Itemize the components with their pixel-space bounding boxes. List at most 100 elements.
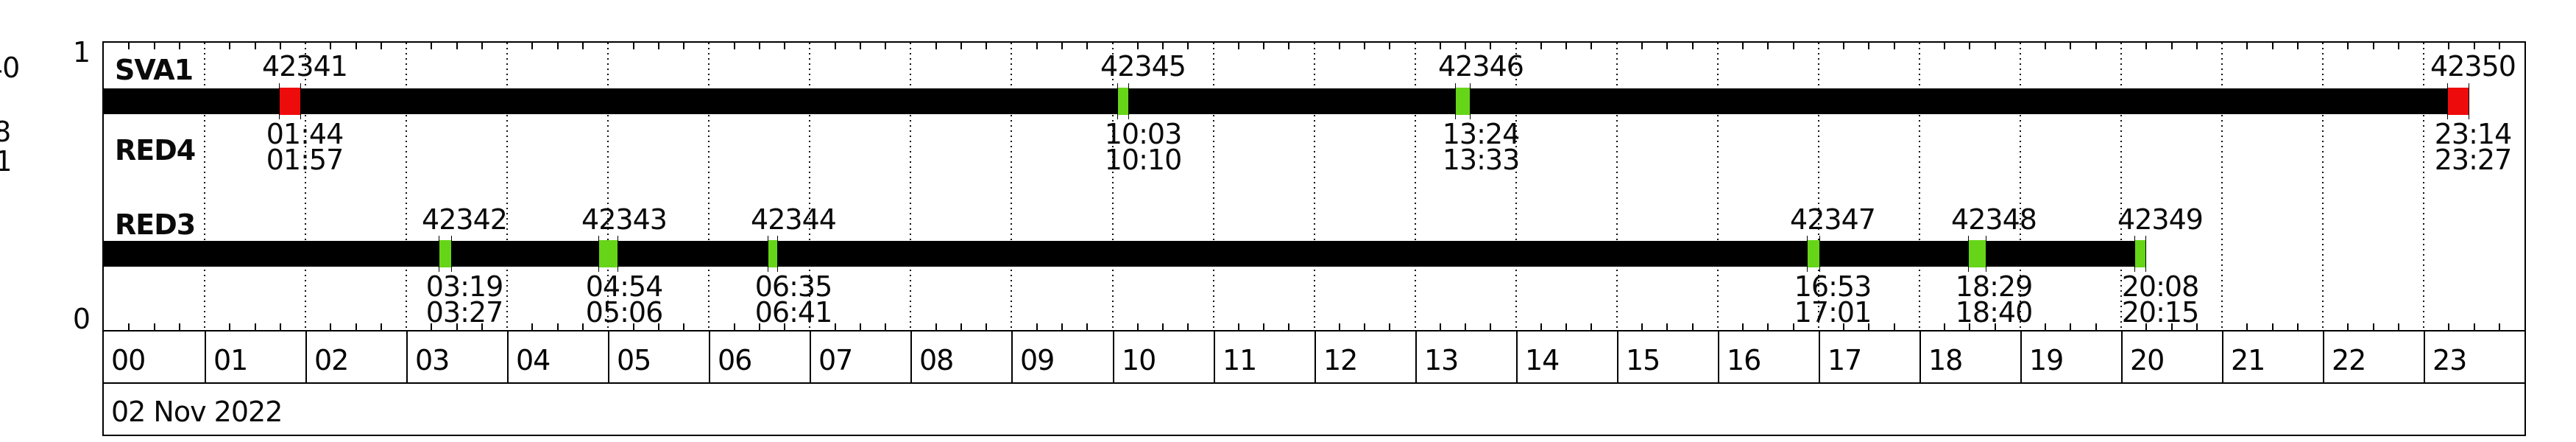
quarter-tick-top <box>531 43 534 49</box>
quarter-tick-bottom <box>2347 323 2349 330</box>
hour-label: 14 <box>1525 344 1560 376</box>
quarter-tick-top <box>431 43 433 49</box>
date-row: 02 Nov 2022 <box>102 384 2526 436</box>
quarter-tick-bottom <box>2498 323 2500 330</box>
pass-marker <box>1807 236 1820 272</box>
hour-cell: 17 <box>1819 332 1919 382</box>
quarter-tick-bottom <box>178 323 180 330</box>
pass-marker-fill <box>768 240 777 267</box>
quarter-tick-top <box>1288 43 1290 49</box>
quarter-tick-top <box>1439 43 1441 49</box>
pass-marker <box>598 236 618 272</box>
quarter-tick-top <box>1237 43 1239 49</box>
pass-start-time: 10:03 <box>1104 118 1183 150</box>
quarter-tick-top <box>1490 43 1492 49</box>
timeline-bar <box>104 241 2134 267</box>
quarter-tick-top <box>885 43 887 49</box>
hour-label: 03 <box>415 344 450 376</box>
quarter-tick-bottom <box>1263 323 1265 330</box>
quarter-tick-bottom <box>1691 323 1694 330</box>
pass-start-time: 16:53 <box>1794 270 1872 303</box>
quarter-tick-bottom <box>2195 323 2198 330</box>
hour-label: 10 <box>1122 344 1156 376</box>
quarter-tick-bottom <box>1237 323 1239 330</box>
hour-gridline <box>1011 43 1013 330</box>
station-label: RED3 <box>115 208 196 241</box>
quarter-tick-top <box>2195 43 2198 49</box>
quarter-tick-top <box>1742 43 1744 49</box>
quarter-tick-top <box>1868 43 1870 49</box>
hour-cell: 09 <box>1011 332 1112 382</box>
quarter-tick-bottom <box>556 323 559 330</box>
pass-end-time: 13:33 <box>1442 144 1521 176</box>
hour-label: 18 <box>1928 344 1963 376</box>
quarter-tick-bottom <box>1439 323 1441 330</box>
quarter-tick-top <box>733 43 735 49</box>
quarter-tick-top <box>2170 43 2173 49</box>
pass-end-time: 10:10 <box>1104 144 1183 176</box>
hour-cell: 06 <box>709 332 810 382</box>
hour-label: 20 <box>2130 344 2165 376</box>
hour-gridline <box>506 43 509 330</box>
quarter-tick-top <box>279 43 281 49</box>
quarter-tick-bottom <box>834 323 836 330</box>
quarter-tick-top <box>2095 43 2097 49</box>
quarter-tick-top <box>2448 43 2450 49</box>
pass-marker-fill <box>1456 88 1470 115</box>
pass-end-time: 01:57 <box>266 144 344 176</box>
orbit-label: 42347 <box>1790 203 1876 236</box>
quarter-tick-top <box>556 43 559 49</box>
quarter-tick-bottom <box>531 323 534 330</box>
quarter-tick-top <box>178 43 180 49</box>
hour-gridline <box>305 43 307 330</box>
hour-cell: 23 <box>2424 332 2524 382</box>
quarter-tick-bottom <box>2070 323 2072 330</box>
orbit-label: 42348 <box>1951 203 2037 236</box>
pass-end-time: 06:41 <box>754 296 833 329</box>
quarter-tick-bottom <box>1767 323 1769 330</box>
pass-marker <box>2134 236 2146 272</box>
hour-gridline <box>2221 43 2223 330</box>
quarter-tick-top <box>1893 43 1895 49</box>
pass-end-time: 23:27 <box>2434 144 2513 176</box>
quarter-tick-top <box>657 43 659 49</box>
quarter-tick-top <box>229 43 231 49</box>
quarter-tick-top <box>986 43 988 49</box>
quarter-tick-top <box>834 43 836 49</box>
hour-label: 23 <box>2432 344 2467 376</box>
pass-marker-fill <box>599 240 618 267</box>
fragment-text: 8 <box>0 118 11 148</box>
hour-cell: 21 <box>2222 332 2323 382</box>
hour-cell: 01 <box>205 332 305 382</box>
hour-gridline <box>1716 43 1719 330</box>
hour-gridline <box>1918 43 1920 330</box>
pass-end-time: 20:15 <box>2121 296 2200 329</box>
orbit-label: 42346 <box>1438 50 1524 83</box>
quarter-tick-bottom <box>229 323 231 330</box>
quarter-tick-top <box>2347 43 2349 49</box>
pass-start-time: 18:29 <box>1955 270 2034 303</box>
pass-marker-fill <box>439 240 451 267</box>
quarter-tick-bottom <box>1868 323 1870 330</box>
quarter-tick-top <box>1036 43 1038 49</box>
hour-label: 02 <box>314 344 349 376</box>
hour-label: 08 <box>919 344 954 376</box>
quarter-tick-bottom <box>254 323 256 330</box>
hour-gridline <box>809 43 811 330</box>
quarter-tick-bottom <box>355 323 357 330</box>
pass-start-time: 13:24 <box>1442 118 1521 150</box>
quarter-tick-bottom <box>380 323 382 330</box>
pass-start-time: 20:08 <box>2121 270 2200 303</box>
quarter-tick-top <box>2145 43 2148 49</box>
quarter-tick-bottom <box>2473 323 2475 330</box>
quarter-tick-bottom <box>1843 323 1845 330</box>
quarter-tick-top <box>380 43 382 49</box>
hour-cell: 03 <box>406 332 507 382</box>
quarter-tick-bottom <box>1994 323 1996 330</box>
quarter-tick-top <box>330 43 332 49</box>
hour-gridline <box>406 43 408 330</box>
quarter-tick-bottom <box>935 323 937 330</box>
hour-gridline <box>910 43 912 330</box>
quarter-tick-bottom <box>2045 323 2047 330</box>
quarter-tick-bottom <box>128 323 130 330</box>
